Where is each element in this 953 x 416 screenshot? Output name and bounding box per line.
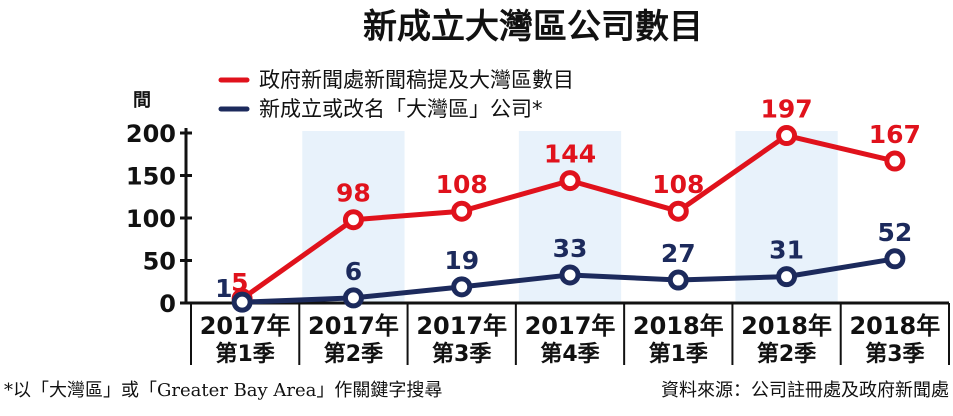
data-point-series-1 (884, 150, 906, 172)
data-point-series-1 (342, 209, 364, 231)
data-point-series-2 (231, 291, 253, 313)
data-label-series-2: 1 (215, 274, 232, 303)
data-labels: 5 98 108 144 108 197 167 1 6 19 33 27 31 52 (215, 95, 921, 304)
data-point-series-2 (342, 287, 364, 309)
data-label-series-1: 98 (336, 179, 371, 208)
y-tick-label: 0 (159, 290, 176, 318)
x-tick-label-year: 2018年 (849, 312, 940, 340)
y-tick-label: 50 (143, 248, 176, 276)
x-tick-label-year: 2017年 (200, 312, 291, 340)
legend-label-series-2: 新成立或改名「大灣區」公司* (259, 97, 543, 121)
data-label-series-1: 108 (652, 170, 704, 199)
x-tick-label-quarter: 第1季 (649, 341, 708, 367)
x-tick-label-quarter: 第3季 (865, 341, 924, 367)
data-label-series-1: 167 (869, 120, 921, 149)
series-points (231, 125, 906, 313)
data-point-series-2 (667, 269, 689, 291)
legend: 政府新聞處新聞稿提及大灣區數目 新成立或改名「大灣區」公司* (218, 68, 574, 121)
y-tick-label: 200 (126, 120, 176, 148)
source-note: 資料來源：公司註冊處及政府新聞處 (661, 380, 949, 401)
x-tick-label-year: 2017年 (525, 312, 616, 340)
data-label-series-2: 33 (553, 234, 588, 263)
data-point-series-2 (776, 266, 798, 288)
data-label-series-2: 52 (877, 218, 912, 247)
data-label-series-2: 6 (345, 257, 362, 286)
y-axis-unit-label: 間 (133, 90, 151, 111)
data-point-series-1 (667, 200, 689, 222)
data-point-series-2 (884, 248, 906, 270)
x-tick-label-year: 2018年 (741, 312, 832, 340)
x-tick-label-quarter: 第2季 (757, 341, 816, 367)
x-axis: 2017年第1季2017年第2季2017年第3季2017年第4季2018年第1季… (186, 301, 950, 367)
y-tick-label: 150 (126, 163, 176, 191)
data-label-series-1: 5 (231, 268, 248, 297)
x-tick-label-quarter: 第4季 (540, 341, 599, 367)
x-tick-label-quarter: 第3季 (432, 341, 491, 367)
x-tick-label-year: 2018年 (633, 312, 724, 340)
y-axis: 0 50 100 150 200 (126, 120, 192, 318)
y-tick-label: 100 (126, 205, 176, 233)
footnote: *以「大灣區」或「Greater Bay Area」作關鍵字搜尋 (4, 380, 442, 401)
x-tick-label-quarter: 第2季 (324, 341, 383, 367)
data-label-series-1: 144 (544, 140, 596, 169)
data-point-series-2 (451, 276, 473, 298)
x-tick-label-quarter: 第1季 (215, 341, 274, 367)
data-label-series-2: 31 (769, 236, 804, 265)
legend-label-series-1: 政府新聞處新聞稿提及大灣區數目 (259, 68, 574, 92)
data-point-series-1 (559, 170, 581, 192)
data-point-series-1 (451, 200, 473, 222)
data-label-series-2: 19 (444, 246, 479, 275)
data-label-series-1: 197 (760, 95, 812, 124)
data-label-series-2: 27 (661, 239, 696, 268)
data-point-series-1 (776, 125, 798, 147)
chart-title: 新成立大灣區公司數目 (363, 7, 703, 47)
data-point-series-2 (559, 264, 581, 286)
data-label-series-1: 108 (436, 170, 488, 199)
x-tick-label-year: 2017年 (416, 312, 507, 340)
x-tick-label-year: 2017年 (308, 312, 399, 340)
